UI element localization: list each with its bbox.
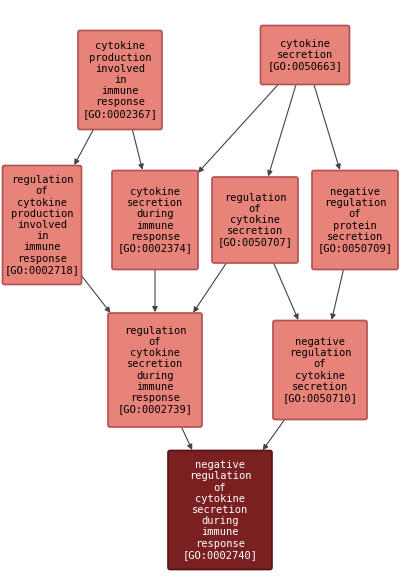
Text: regulation
of
cytokine
production
involved
in
immune
response
[GO:0002718]: regulation of cytokine production involv… [4,175,79,275]
FancyBboxPatch shape [2,166,81,285]
FancyBboxPatch shape [168,451,271,570]
FancyBboxPatch shape [112,170,198,269]
Text: negative
regulation
of
protein
secretion
[GO:0050709]: negative regulation of protein secretion… [317,187,392,253]
FancyBboxPatch shape [272,321,366,420]
Text: cytokine
secretion
during
immune
response
[GO:0002374]: cytokine secretion during immune respons… [117,187,192,253]
Text: cytokine
production
involved
in
immune
response
[GO:0002367]: cytokine production involved in immune r… [82,41,157,118]
FancyBboxPatch shape [211,177,297,263]
Text: negative
regulation
of
cytokine
secretion
[GO:0050710]: negative regulation of cytokine secretio… [282,337,357,403]
FancyBboxPatch shape [311,170,397,269]
FancyBboxPatch shape [108,313,202,427]
FancyBboxPatch shape [260,26,349,85]
Text: cytokine
secretion
[GO:0050663]: cytokine secretion [GO:0050663] [267,39,342,71]
FancyBboxPatch shape [78,30,162,129]
Text: regulation
of
cytokine
secretion
during
immune
response
[GO:0002739]: regulation of cytokine secretion during … [117,326,192,414]
Text: negative
regulation
of
cytokine
secretion
during
immune
response
[GO:0002740]: negative regulation of cytokine secretio… [182,460,257,560]
Text: regulation
of
cytokine
secretion
[GO:0050707]: regulation of cytokine secretion [GO:005… [217,192,292,247]
